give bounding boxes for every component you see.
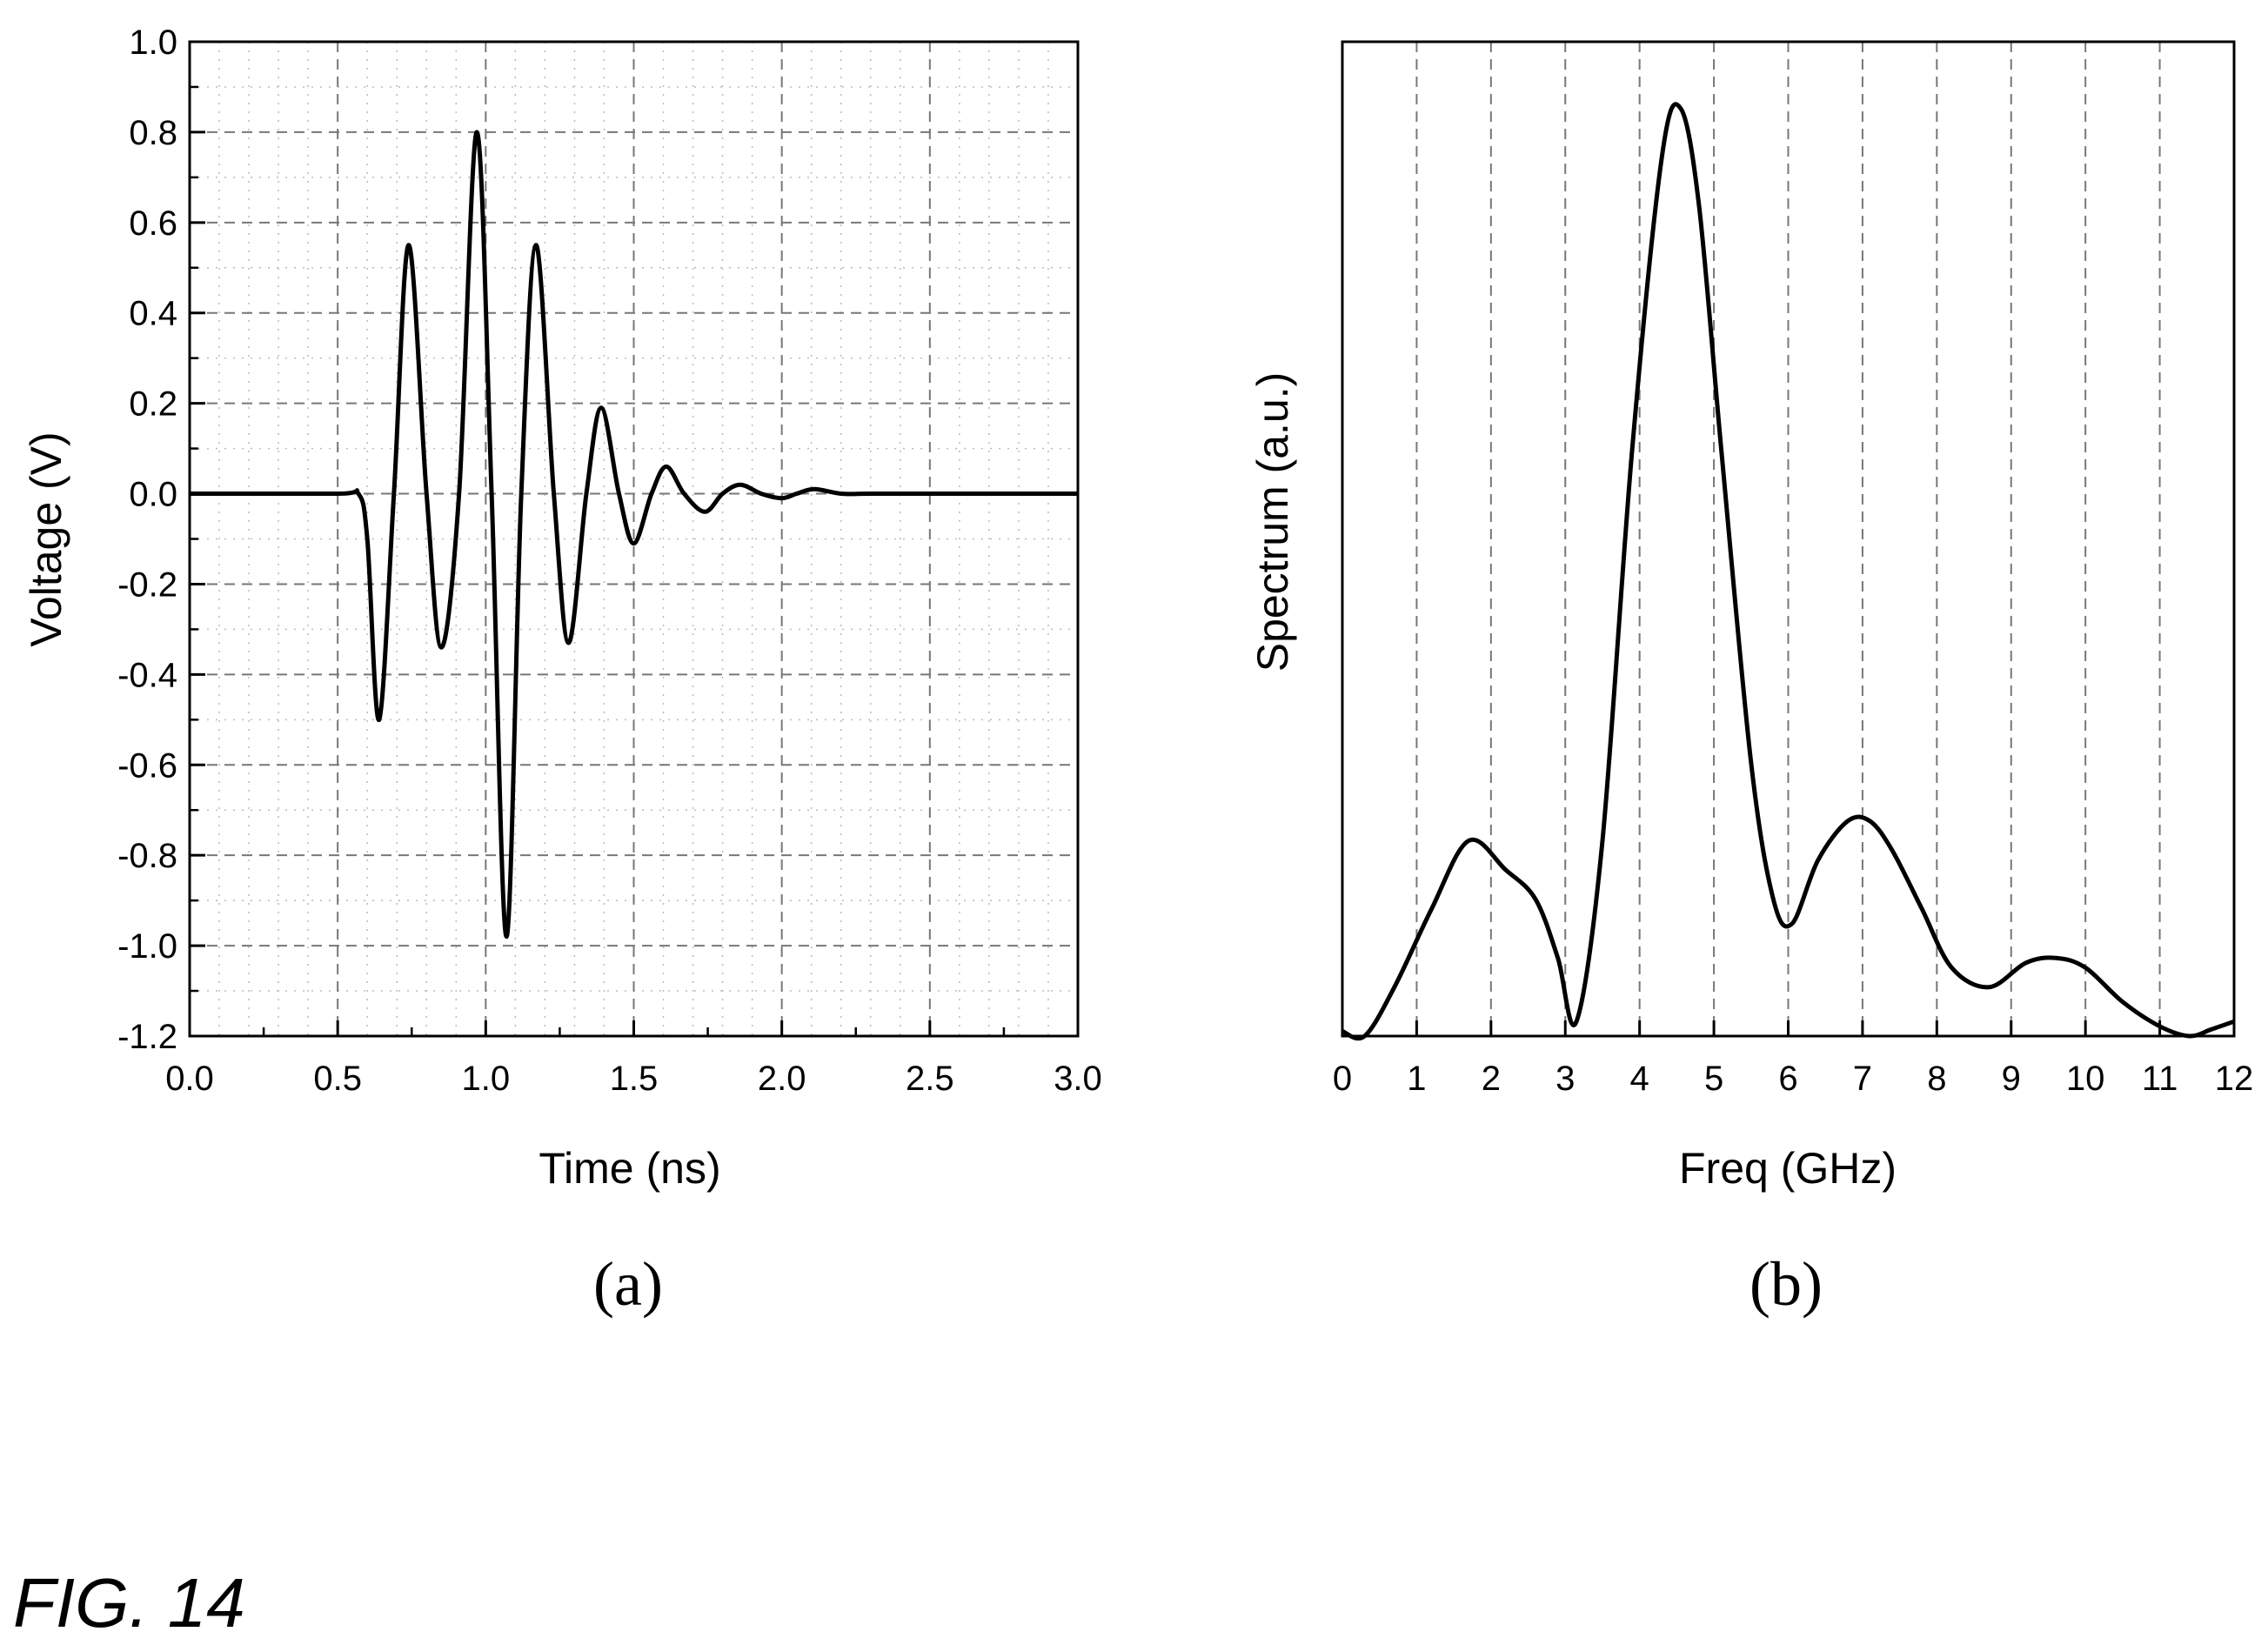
figure-label: FIG. 14 <box>13 1564 245 1642</box>
chart-a-y-axis-label: Voltage (V) <box>22 431 70 646</box>
chart-a-y-tick-label: -0.8 <box>117 837 177 875</box>
chart-a-y-tick-label: 0.4 <box>129 295 177 333</box>
chart-b-x-tick-label: 6 <box>1778 1060 1797 1098</box>
chart-a-y-tick-label: 0.2 <box>129 385 177 424</box>
chart-a-x-tick-label: 0.0 <box>165 1060 214 1098</box>
chart-b-x-tick-label: 7 <box>1853 1060 1872 1098</box>
chart-b-x-tick-label: 5 <box>1704 1060 1723 1098</box>
chart-b: 0 1 2 3 4 5 6 7 8 9 10 11 12 Freq (GHz) Spectrum (a.… <box>1248 40 2253 1319</box>
chart-b-y-axis-label: Spectrum (a.u.) <box>1248 372 1297 672</box>
chart-b-x-tick-label: 2 <box>1482 1060 1501 1098</box>
chart-b-x-tick-label: 11 <box>2142 1060 2178 1098</box>
chart-a-y-tick-label: 1.0 <box>129 23 177 62</box>
chart-b-x-tick-label: 1 <box>1407 1060 1426 1098</box>
chart-a-x-axis-label: Time (ns) <box>539 1144 720 1193</box>
chart-b-ticks: 0 1 2 3 4 5 6 7 8 9 10 11 12 <box>1333 1020 2253 1098</box>
chart-a-y-tick-label: 0.0 <box>129 476 177 514</box>
chart-b-x-tick-label: 9 <box>2002 1060 2021 1098</box>
chart-a-y-tick-label: -1.2 <box>117 1018 177 1056</box>
chart-a-x-tick-label: 0.5 <box>313 1060 362 1098</box>
chart-a-y-tick-label: -1.0 <box>117 927 177 966</box>
chart-b-x-tick-label: 12 <box>2215 1060 2254 1098</box>
chart-b-grid <box>1415 42 2161 1036</box>
chart-a-y-tick-label: -0.2 <box>117 565 177 604</box>
chart-b-x-tick-label: 0 <box>1333 1060 1352 1098</box>
chart-b-x-tick-label: 4 <box>1630 1060 1649 1098</box>
chart-a-x-tick-label: 1.5 <box>610 1060 659 1098</box>
chart-b-series-line <box>1341 102 2235 1041</box>
chart-a-series-line <box>190 130 1078 940</box>
chart-b-x-tick-label: 8 <box>1927 1060 1946 1098</box>
chart-a-y-tick-label: 0.8 <box>129 114 177 152</box>
chart-a-x-tick-label: 1.0 <box>462 1060 511 1098</box>
chart-a-x-tick-label: 3.0 <box>1054 1060 1102 1098</box>
chart-a-panel-label: (a) <box>593 1249 663 1319</box>
chart-b-panel-label: (b) <box>1750 1249 1823 1319</box>
chart-a-ticks: 0.0 0.5 1.0 1.5 2.0 2.5 3.0 1.0 0.8 0.6 0.4 0.2 0.0 -… <box>117 23 1102 1098</box>
chart-a: 0.0 0.5 1.0 1.5 2.0 2.5 3.0 1.0 0.8 0.6 0.4 0.2 0.0 -… <box>22 23 1102 1319</box>
chart-a-x-tick-label: 2.0 <box>758 1060 806 1098</box>
chart-a-y-tick-label: -0.6 <box>117 746 177 785</box>
chart-a-y-tick-label: -0.4 <box>117 656 177 694</box>
chart-b-x-axis-label: Freq (GHz) <box>1679 1144 1897 1193</box>
chart-a-y-tick-label: 0.6 <box>129 204 177 243</box>
chart-a-grid <box>190 42 1078 1036</box>
chart-a-x-tick-label: 2.5 <box>906 1060 954 1098</box>
chart-b-x-tick-label: 10 <box>2066 1060 2105 1098</box>
chart-b-x-tick-label: 3 <box>1555 1060 1575 1098</box>
